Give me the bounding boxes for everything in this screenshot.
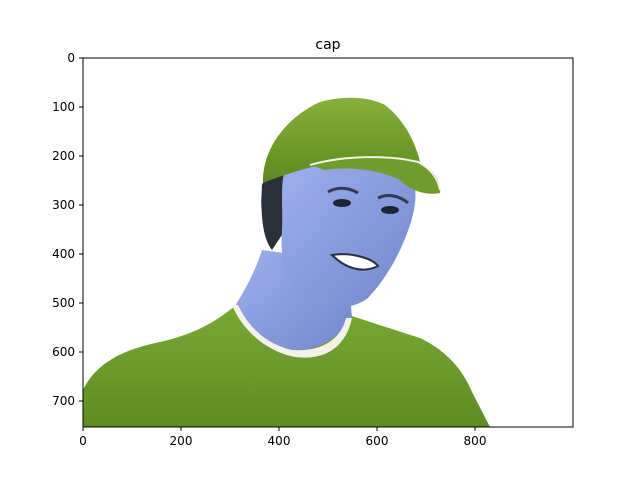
smile <box>329 253 380 271</box>
y-tick-label: 500 <box>52 296 75 310</box>
green-cap <box>262 97 420 183</box>
right-eye <box>381 206 399 214</box>
axes-frame <box>82 57 574 428</box>
x-tick-label: 400 <box>268 434 291 448</box>
x-tick-label: 200 <box>170 434 193 448</box>
shirt-collar <box>232 305 352 358</box>
y-tick-label: 300 <box>52 198 75 212</box>
x-tick-label: 0 <box>79 434 87 448</box>
y-tick-label: 400 <box>52 247 75 261</box>
cap-brim-edge <box>309 156 441 191</box>
y-tick-label: 200 <box>52 149 75 163</box>
green-shirt <box>83 306 490 427</box>
y-tick-label: 600 <box>52 345 75 359</box>
x-axis: 0 200 400 600 800 <box>79 427 486 448</box>
right-brow <box>377 194 409 205</box>
face <box>281 161 416 308</box>
y-tick-label: 100 <box>52 100 75 114</box>
y-axis: 0 100 200 300 400 500 600 700 <box>52 51 83 408</box>
y-tick-label: 0 <box>67 51 75 65</box>
left-brow <box>327 186 359 195</box>
cap-brim <box>310 157 441 194</box>
left-eye <box>333 199 351 207</box>
x-tick-label: 600 <box>366 434 389 448</box>
figure-title: cap <box>315 37 340 53</box>
x-tick-label: 800 <box>464 434 487 448</box>
photo-image <box>83 58 573 427</box>
y-tick-label: 700 <box>52 394 75 408</box>
